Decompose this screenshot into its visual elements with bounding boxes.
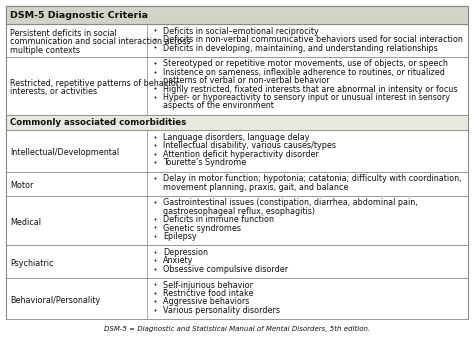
Bar: [6, 6, 468, 24]
Text: Gastrointestinal issues (constipation, diarrhea, abdominal pain,: Gastrointestinal issues (constipation, d…: [163, 198, 418, 207]
Text: Depression: Depression: [163, 248, 208, 257]
Text: Restrictive food intake: Restrictive food intake: [163, 289, 254, 298]
Text: Insistence on sameness, inflexible adherence to routines, or ritualized: Insistence on sameness, inflexible adher…: [163, 68, 445, 77]
Text: movement planning, praxis, gait, and balance: movement planning, praxis, gait, and bal…: [163, 183, 348, 191]
Text: Persistent deficits in social: Persistent deficits in social: [10, 29, 117, 38]
Text: DSM-5 Diagnostic Criteria: DSM-5 Diagnostic Criteria: [10, 10, 148, 20]
Text: Attention deficit hyperactivity disorder: Attention deficit hyperactivity disorder: [163, 150, 319, 159]
Text: multiple contexts: multiple contexts: [10, 46, 80, 55]
Text: Delay in motor function; hypotonia; catatonia; difficulty with coordination,: Delay in motor function; hypotonia; cata…: [163, 174, 461, 183]
Text: Behavioral/Personality: Behavioral/Personality: [10, 296, 100, 305]
Text: Epilepsy: Epilepsy: [163, 232, 197, 241]
Text: Genetic syndromes: Genetic syndromes: [163, 224, 241, 233]
Text: Self-injurious behavior: Self-injurious behavior: [163, 280, 253, 289]
Text: gastroesophageal reflux, esophagitis): gastroesophageal reflux, esophagitis): [163, 207, 315, 216]
Text: interests, or activities: interests, or activities: [10, 87, 97, 96]
Text: Intellectual disability, various causes/types: Intellectual disability, various causes/…: [163, 142, 336, 151]
Text: Anxiety: Anxiety: [163, 256, 193, 265]
Text: Motor: Motor: [10, 181, 33, 190]
Text: Psychiatric: Psychiatric: [10, 259, 54, 268]
Text: Hyper- or hyporeactivity to sensory input or unusual interest in sensory: Hyper- or hyporeactivity to sensory inpu…: [163, 93, 450, 102]
Text: Deficits in social–emotional reciprocity: Deficits in social–emotional reciprocity: [163, 27, 319, 36]
Text: Tourette’s Syndrome: Tourette’s Syndrome: [163, 158, 246, 167]
Text: Deficits in non-verbal communicative behaviors used for social interaction: Deficits in non-verbal communicative beh…: [163, 35, 463, 44]
Text: DSM-5 = Diagnostic and Statistical Manual of Mental Disorders, 5th edition.: DSM-5 = Diagnostic and Statistical Manua…: [104, 326, 370, 332]
Text: communication and social interaction across: communication and social interaction acr…: [10, 37, 191, 47]
Text: Commonly associated comorbidities: Commonly associated comorbidities: [10, 118, 186, 127]
Text: Various personality disorders: Various personality disorders: [163, 306, 280, 315]
Text: patterns of verbal or non-verbal behavior: patterns of verbal or non-verbal behavio…: [163, 76, 329, 85]
Text: Obsessive compulsive disorder: Obsessive compulsive disorder: [163, 265, 288, 274]
Text: aspects of the environment: aspects of the environment: [163, 101, 274, 111]
Text: Highly restricted, fixated interests that are abnormal in intensity or focus: Highly restricted, fixated interests tha…: [163, 85, 457, 94]
Text: Language disorders, language delay: Language disorders, language delay: [163, 133, 310, 142]
Text: Deficits in immune function: Deficits in immune function: [163, 215, 274, 224]
Text: Medical: Medical: [10, 218, 41, 226]
Text: Intellectual/Developmental: Intellectual/Developmental: [10, 148, 119, 157]
Text: Restricted, repetitive patterns of behavior,: Restricted, repetitive patterns of behav…: [10, 79, 182, 88]
Text: Stereotyped or repetitive motor movements, use of objects, or speech: Stereotyped or repetitive motor movement…: [163, 59, 448, 68]
Text: Deficits in developing, maintaining, and understanding relationships: Deficits in developing, maintaining, and…: [163, 43, 438, 53]
Text: Aggressive behaviors: Aggressive behaviors: [163, 297, 249, 306]
Bar: [6, 115, 468, 130]
